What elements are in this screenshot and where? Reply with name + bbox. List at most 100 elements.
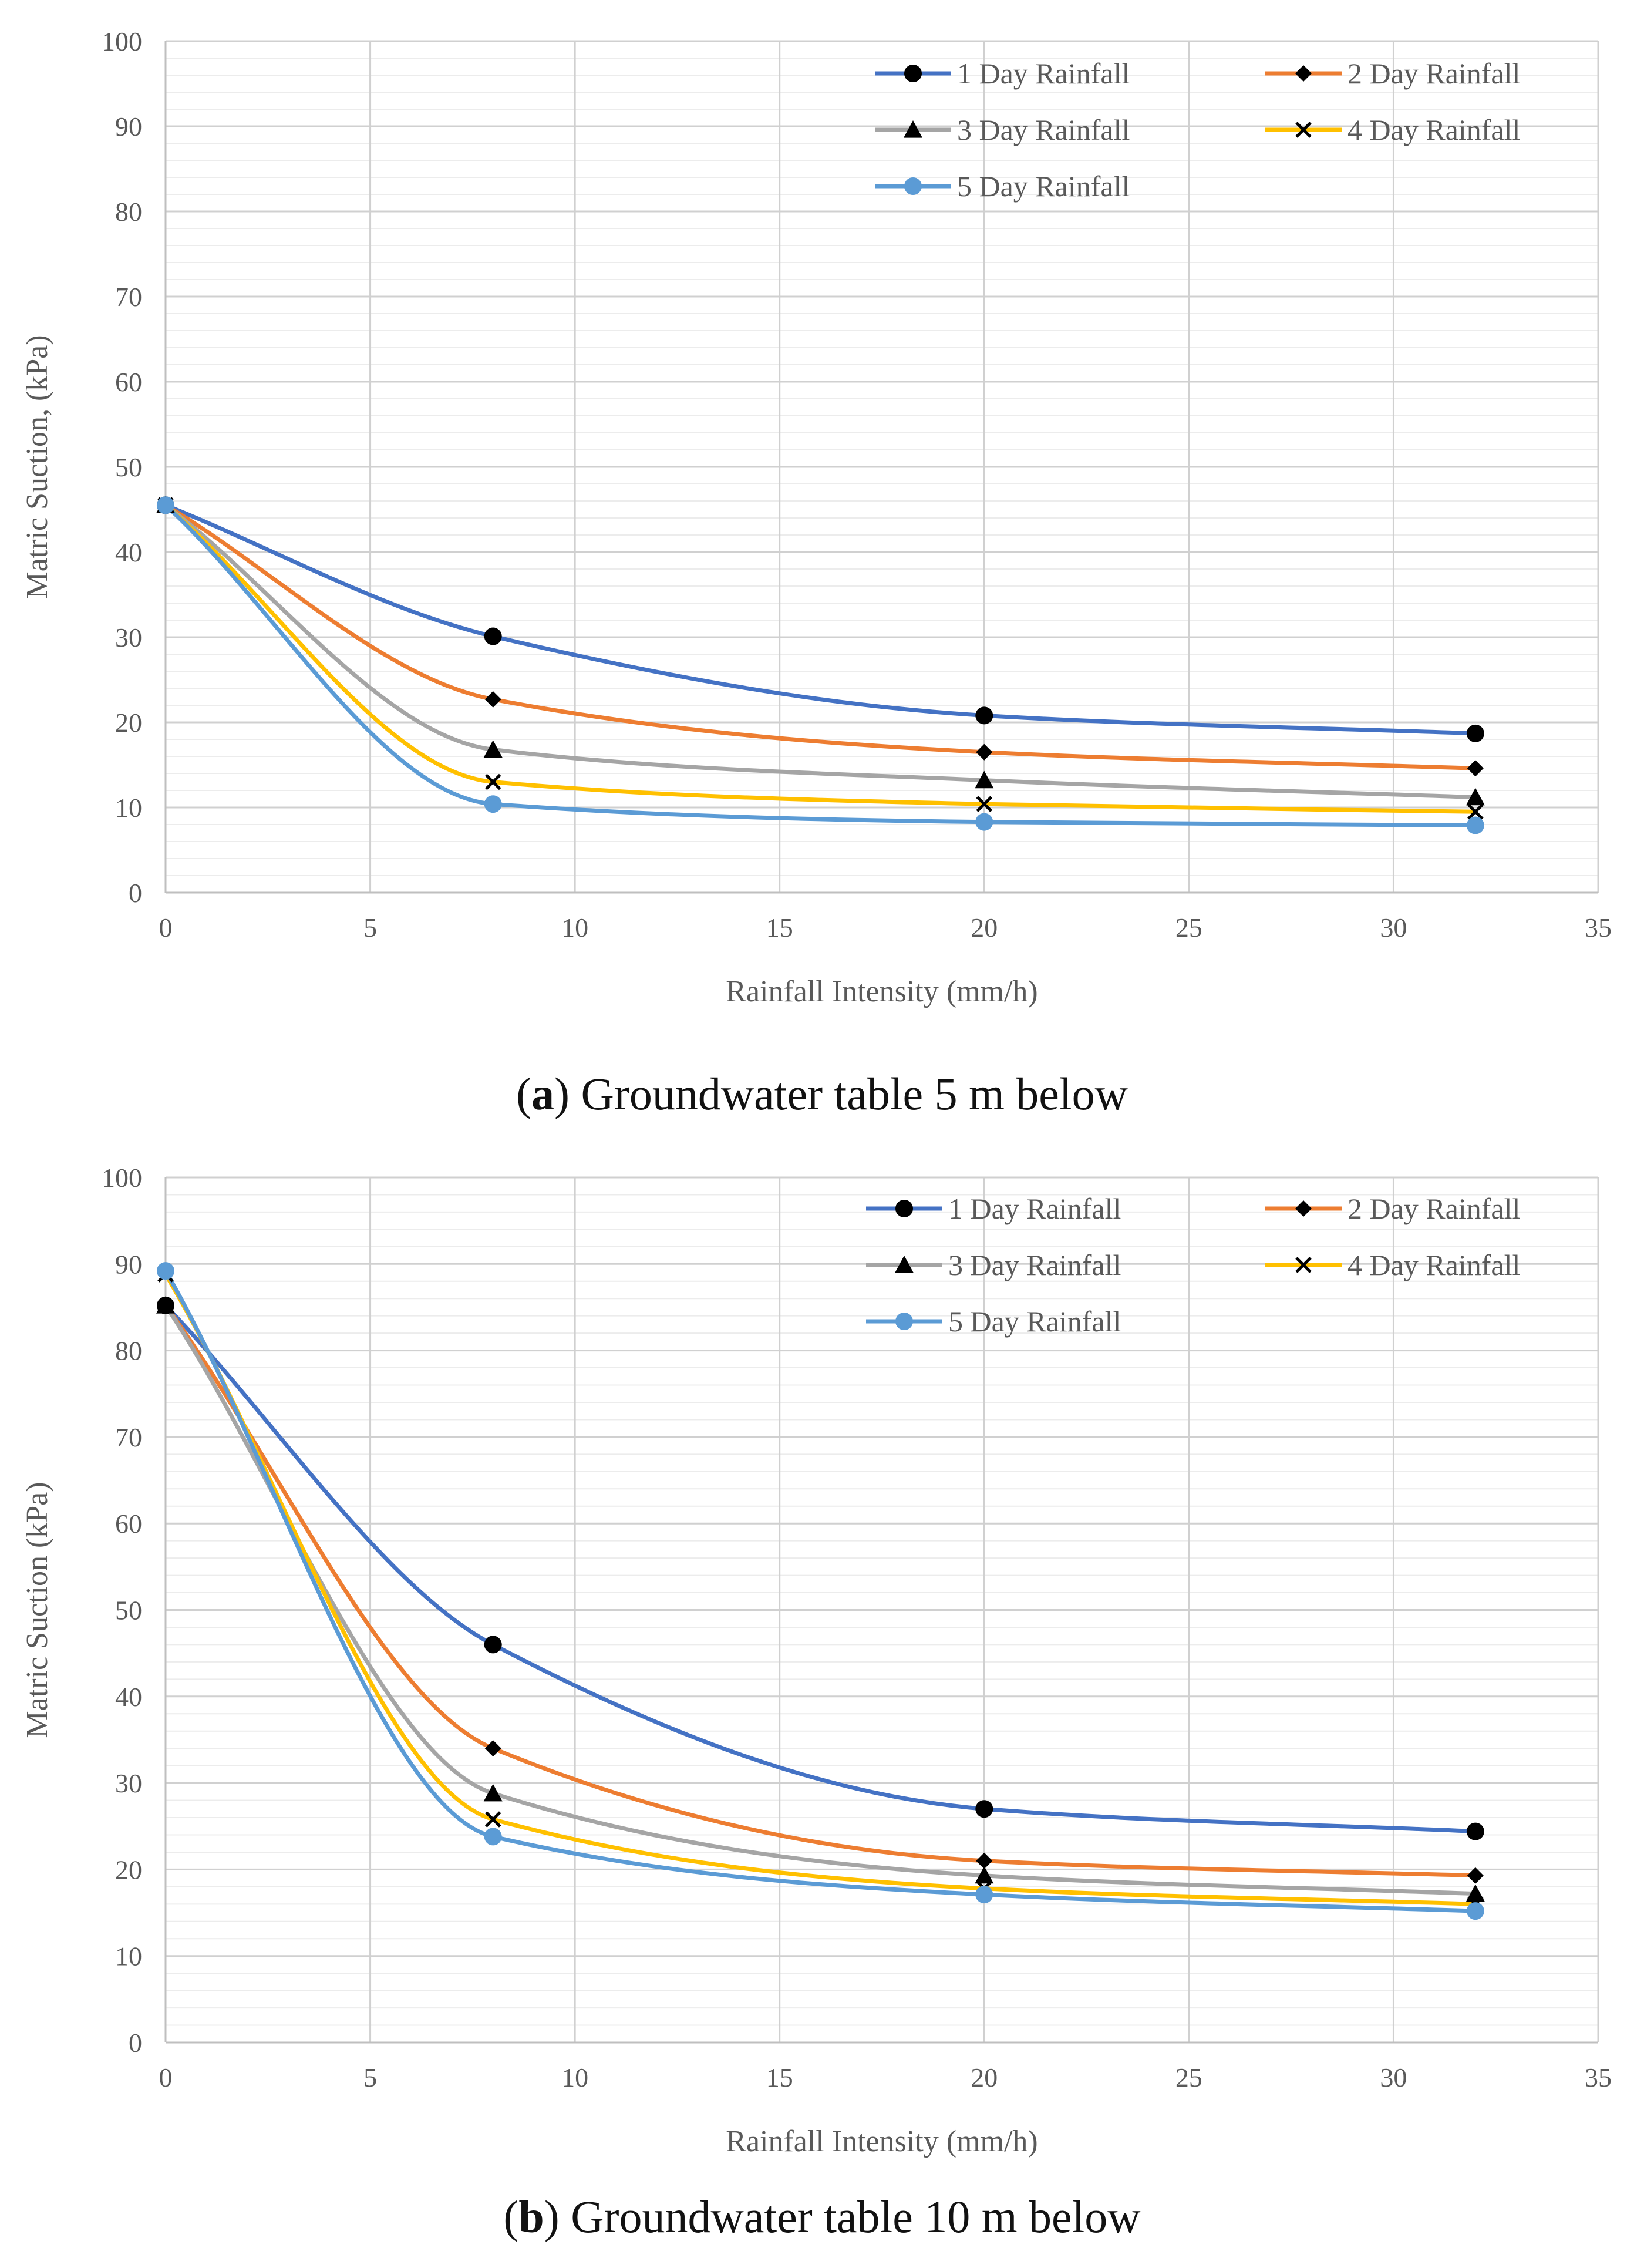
series-markers-3 bbox=[156, 496, 1485, 806]
caption-b: (b) Groundwater table 10 m below bbox=[503, 2191, 1141, 2242]
data-point bbox=[484, 1636, 502, 1654]
series-line-2 bbox=[163, 503, 1478, 770]
data-point bbox=[483, 1784, 503, 1802]
y-tick-label: 90 bbox=[115, 112, 142, 142]
series-line-1 bbox=[163, 503, 1478, 736]
y-axis-title: Matric Suction, (kPa) bbox=[21, 335, 54, 598]
data-point bbox=[484, 1828, 502, 1846]
legend-item: 1 Day Rainfall bbox=[875, 57, 1130, 90]
legend-marker bbox=[1295, 122, 1312, 138]
legend-item: 1 Day Rainfall bbox=[866, 1192, 1121, 1225]
x-tick-label: 30 bbox=[1380, 913, 1407, 943]
data-point bbox=[975, 1886, 993, 1904]
y-tick-label: 90 bbox=[115, 1249, 142, 1279]
legend-label: 4 Day Rainfall bbox=[1347, 113, 1520, 146]
x-tick-label: 10 bbox=[561, 913, 588, 943]
y-tick-label: 70 bbox=[115, 1422, 142, 1452]
series-line-4 bbox=[163, 503, 1478, 814]
y-tick-label: 80 bbox=[115, 197, 142, 227]
y-tick-label: 40 bbox=[115, 537, 142, 567]
data-point bbox=[1466, 816, 1484, 834]
x-tick-label: 35 bbox=[1585, 913, 1612, 943]
y-tick-label: 30 bbox=[115, 622, 142, 652]
legend-item: 3 Day Rainfall bbox=[866, 1249, 1121, 1281]
caption-a-letter: a bbox=[531, 1068, 555, 1119]
series-markers-4 bbox=[157, 497, 1484, 820]
x-tick-label: 15 bbox=[766, 2062, 793, 2092]
y-tick-label: 50 bbox=[115, 1596, 142, 1626]
legend-label: 2 Day Rainfall bbox=[1347, 1192, 1520, 1225]
data-point bbox=[483, 740, 503, 758]
y-tick-label: 100 bbox=[102, 1163, 142, 1193]
data-point bbox=[976, 796, 993, 812]
series-line-2 bbox=[163, 1303, 1478, 1878]
y-tick-label: 80 bbox=[115, 1336, 142, 1366]
series-line-5 bbox=[163, 503, 1478, 827]
chart-panel-a: 0 10 20 30 40 50 60 70 80 90 100 0 5 10 15 20 25 30 35 Rain… bbox=[0, 0, 1644, 1133]
x-tick-label: 35 bbox=[1585, 2062, 1612, 2092]
y-tick-label: 40 bbox=[115, 1682, 142, 1712]
legend-label: 2 Day Rainfall bbox=[1347, 57, 1520, 90]
data-point bbox=[1467, 760, 1484, 777]
series-markers-1 bbox=[157, 1297, 1484, 1840]
legend-marker bbox=[1295, 1257, 1312, 1273]
caption-a: (a) Groundwater table 5 m below bbox=[516, 1068, 1128, 1119]
legend-marker bbox=[904, 177, 922, 195]
legend-label: 3 Day Rainfall bbox=[948, 1249, 1121, 1281]
x-tick-label: 20 bbox=[971, 913, 998, 943]
series-line-5 bbox=[163, 1268, 1478, 1913]
series-line-3 bbox=[163, 503, 1478, 800]
legend-label: 5 Day Rainfall bbox=[957, 170, 1130, 203]
legend-item: 4 Day Rainfall bbox=[1265, 1249, 1520, 1281]
legend-label: 1 Day Rainfall bbox=[957, 57, 1130, 90]
caption-b-text: Groundwater table 10 m below bbox=[559, 2191, 1141, 2242]
data-point bbox=[1467, 1867, 1484, 1884]
series-line-4 bbox=[163, 1272, 1478, 1906]
y-tick-label: 20 bbox=[115, 1855, 142, 1885]
y-tick-label: 0 bbox=[129, 2028, 142, 2058]
legend-marker bbox=[895, 1313, 913, 1330]
x-tick-label: 5 bbox=[363, 913, 377, 943]
x-tick-label: 25 bbox=[1175, 913, 1202, 943]
x-tick-label: 10 bbox=[561, 2062, 588, 2092]
legend: 1 Day Rainfall 2 Day Rainfall 3 Day Rainfa… bbox=[866, 1192, 1520, 1338]
x-tick-label: 0 bbox=[159, 2062, 173, 2092]
y-tick-label: 100 bbox=[102, 26, 142, 56]
series-markers-4 bbox=[157, 1266, 1484, 1913]
legend-label: 1 Day Rainfall bbox=[948, 1192, 1121, 1225]
legend-marker bbox=[904, 120, 922, 138]
data-point bbox=[157, 496, 174, 514]
legend-item: 5 Day Rainfall bbox=[866, 1305, 1121, 1338]
y-tick-label: 10 bbox=[115, 793, 142, 823]
data-point bbox=[975, 770, 994, 789]
legend-label: 5 Day Rainfall bbox=[948, 1305, 1121, 1338]
x-axis-title: Rainfall Intensity (mm/h) bbox=[726, 975, 1037, 1008]
y-tick-label: 60 bbox=[115, 1509, 142, 1539]
legend-label: 4 Day Rainfall bbox=[1347, 1249, 1520, 1281]
data-point bbox=[976, 743, 993, 761]
series-line-3 bbox=[163, 1303, 1478, 1896]
legend-marker bbox=[895, 1256, 914, 1273]
y-tick-label: 70 bbox=[115, 282, 142, 312]
legend: 1 Day Rainfall 2 Day Rainfall 3 Day Rainfa… bbox=[875, 57, 1520, 203]
legend-label: 3 Day Rainfall bbox=[957, 113, 1130, 146]
x-tick-label: 15 bbox=[766, 913, 793, 943]
chart-a: 0 10 20 30 40 50 60 70 80 90 100 0 5 10 15 20 25 30 35 Rain… bbox=[21, 26, 1612, 1008]
data-point bbox=[1466, 724, 1484, 742]
x-tick-label: 25 bbox=[1175, 2062, 1202, 2092]
data-point bbox=[975, 1866, 994, 1884]
chart-b: 0 10 20 30 40 50 60 70 80 90 100 0 5 10 15 20 25 30 35 Rain… bbox=[21, 1163, 1612, 2158]
y-tick-label: 60 bbox=[115, 367, 142, 397]
data-point bbox=[484, 1811, 501, 1828]
data-point bbox=[484, 1740, 501, 1757]
minor-gridlines bbox=[166, 1194, 1598, 2026]
data-point bbox=[484, 691, 501, 708]
legend-item: 3 Day Rainfall bbox=[875, 113, 1130, 146]
series-markers-3 bbox=[156, 1296, 1485, 1902]
y-tick-label: 50 bbox=[115, 452, 142, 482]
data-point bbox=[484, 795, 502, 813]
data-point bbox=[156, 1296, 175, 1314]
y-tick-label: 0 bbox=[129, 878, 142, 908]
y-tick-label: 30 bbox=[115, 1768, 142, 1798]
series-markers-5 bbox=[157, 1262, 1484, 1920]
